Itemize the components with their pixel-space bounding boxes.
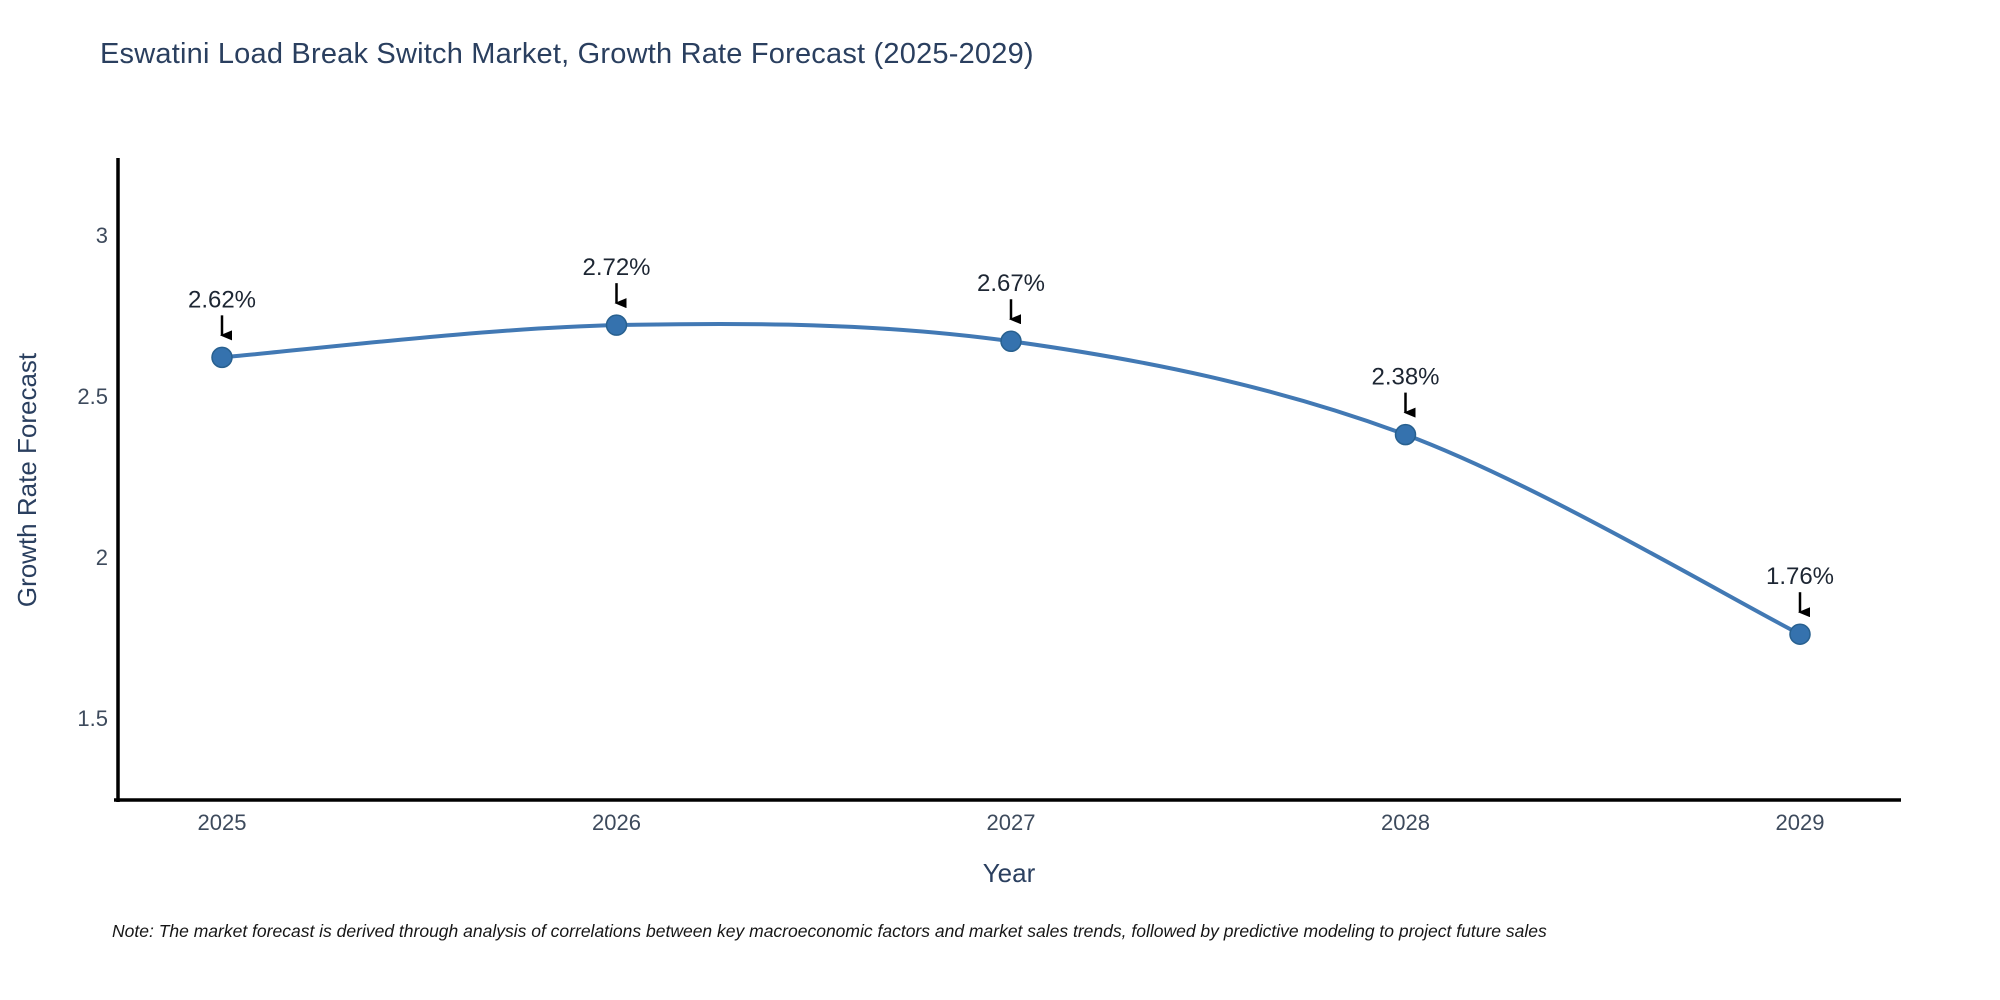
axes [114,158,1901,802]
x-tick-label: 2027 [987,810,1036,835]
data-point-2029[interactable] [1789,623,1811,645]
x-axis-title: Year [983,858,1036,888]
y-tick-label: 2.5 [77,384,108,409]
data-point-2028[interactable] [1394,423,1417,446]
x-tick-label: 2028 [1381,810,1430,835]
x-tick-labels: 2025 2026 2027 2028 2029 [198,810,1825,835]
point-annotations: 2.62% 2.72% 2.67% 2.38% 1.76% [188,254,1834,618]
annotation-label: 2.62% [188,286,256,313]
y-tick-label: 2 [96,545,108,570]
y-tick-label: 1.5 [77,706,108,731]
x-tick-label: 2026 [592,810,641,835]
y-tick-labels: 3 2.5 2 1.5 [77,223,108,731]
annotation-label: 2.38% [1371,364,1439,391]
data-point-2027[interactable] [1000,330,1022,352]
data-point-2026[interactable] [605,314,628,336]
series-line [220,321,1802,637]
annotation-label: 2.72% [582,254,650,281]
chart-title: Eswatini Load Break Switch Market, Growt… [100,38,1034,70]
footnote: Note: The market forecast is derived thr… [112,921,1547,941]
annotation-label: 1.76% [1766,563,1834,590]
annotation-label: 2.67% [977,270,1045,297]
data-point-2025[interactable] [211,346,233,369]
data-points [211,314,1811,645]
x-tick-label: 2025 [198,810,247,835]
y-axis-title: Growth Rate Forecast [12,352,42,607]
y-tick-label: 3 [96,223,108,248]
x-tick-label: 2029 [1776,810,1825,835]
